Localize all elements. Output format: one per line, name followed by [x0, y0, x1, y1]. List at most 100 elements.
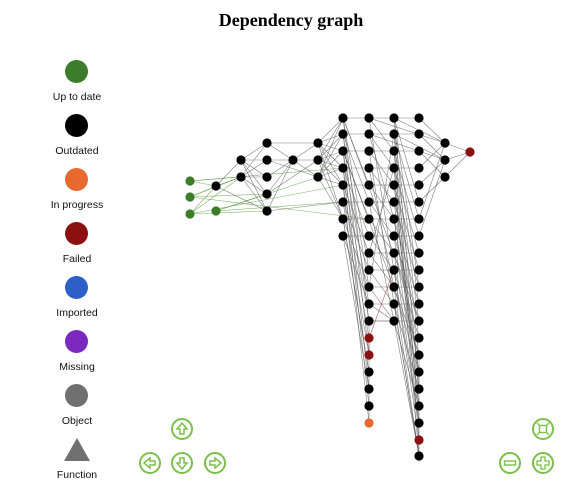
graph-node[interactable] — [414, 163, 423, 172]
graph-node[interactable] — [211, 181, 220, 190]
graph-node[interactable] — [364, 265, 373, 274]
graph-node[interactable] — [236, 172, 245, 181]
graph-node[interactable] — [262, 206, 271, 215]
graph-node[interactable] — [389, 299, 398, 308]
graph-node[interactable] — [211, 206, 220, 215]
pan-down-button[interactable] — [171, 452, 193, 474]
graph-node[interactable] — [414, 367, 423, 376]
graph-node[interactable] — [338, 214, 347, 223]
graph-node[interactable] — [414, 418, 423, 427]
graph-node[interactable] — [440, 155, 449, 164]
graph-node[interactable] — [414, 214, 423, 223]
graph-node[interactable] — [389, 163, 398, 172]
graph-node[interactable] — [313, 155, 322, 164]
graph-node[interactable] — [338, 231, 347, 240]
graph-node[interactable] — [414, 350, 423, 359]
graph-node[interactable] — [364, 350, 373, 359]
graph-node[interactable] — [313, 172, 322, 181]
graph-node[interactable] — [389, 146, 398, 155]
graph-node[interactable] — [364, 282, 373, 291]
graph-node[interactable] — [313, 138, 322, 147]
graph-node[interactable] — [389, 214, 398, 223]
dependency-edge — [369, 134, 445, 160]
graph-node[interactable] — [262, 172, 271, 181]
graph-node[interactable] — [236, 155, 245, 164]
fit-to-screen-icon — [534, 420, 552, 438]
graph-node[interactable] — [338, 197, 347, 206]
zoom-in-button[interactable] — [532, 452, 554, 474]
graph-node[interactable] — [440, 138, 449, 147]
pan-left-button[interactable] — [139, 452, 161, 474]
graph-node[interactable] — [414, 129, 423, 138]
graph-node[interactable] — [185, 209, 194, 218]
graph-node[interactable] — [364, 163, 373, 172]
graph-node[interactable] — [185, 192, 194, 201]
zoom-fit-button[interactable] — [532, 418, 554, 440]
graph-node[interactable] — [414, 401, 423, 410]
graph-node[interactable] — [338, 113, 347, 122]
graph-node[interactable] — [389, 316, 398, 325]
dependency-edge — [343, 202, 369, 355]
graph-node[interactable] — [364, 180, 373, 189]
dependency-edge — [369, 134, 394, 287]
arrow-right-icon — [206, 454, 224, 472]
arrow-down-icon — [173, 454, 191, 472]
graph-node[interactable] — [440, 172, 449, 181]
graph-node[interactable] — [389, 231, 398, 240]
minus-icon — [501, 454, 519, 472]
graph-node[interactable] — [364, 129, 373, 138]
graph-node[interactable] — [414, 113, 423, 122]
graph-node[interactable] — [414, 180, 423, 189]
graph-node[interactable] — [414, 282, 423, 291]
graph-node[interactable] — [364, 197, 373, 206]
graph-node[interactable] — [364, 231, 373, 240]
graph-node[interactable] — [338, 146, 347, 155]
graph-node[interactable] — [338, 180, 347, 189]
graph-node[interactable] — [185, 176, 194, 185]
graph-node[interactable] — [389, 248, 398, 257]
graph-node[interactable] — [414, 265, 423, 274]
graph-node[interactable] — [364, 316, 373, 325]
graph-node[interactable] — [414, 146, 423, 155]
graph-edges — [190, 118, 470, 456]
graph-node[interactable] — [389, 265, 398, 274]
graph-node[interactable] — [414, 333, 423, 342]
graph-node[interactable] — [389, 129, 398, 138]
graph-node[interactable] — [364, 299, 373, 308]
arrow-up-icon — [173, 420, 191, 438]
graph-node[interactable] — [364, 248, 373, 257]
graph-node[interactable] — [465, 147, 474, 156]
graph-node[interactable] — [414, 248, 423, 257]
graph-node[interactable] — [414, 316, 423, 325]
graph-node[interactable] — [414, 435, 423, 444]
graph-node[interactable] — [389, 282, 398, 291]
dependency-edge — [216, 186, 267, 211]
graph-node[interactable] — [414, 197, 423, 206]
graph-node[interactable] — [262, 189, 271, 198]
zoom-out-button[interactable] — [499, 452, 521, 474]
graph-node[interactable] — [364, 401, 373, 410]
graph-node[interactable] — [364, 113, 373, 122]
graph-node[interactable] — [414, 299, 423, 308]
graph-node[interactable] — [414, 384, 423, 393]
graph-node[interactable] — [364, 418, 373, 427]
pan-up-button[interactable] — [171, 418, 193, 440]
graph-node[interactable] — [288, 155, 297, 164]
graph-node[interactable] — [364, 333, 373, 342]
graph-node[interactable] — [262, 155, 271, 164]
graph-node[interactable] — [262, 138, 271, 147]
graph-node[interactable] — [338, 129, 347, 138]
graph-node[interactable] — [364, 384, 373, 393]
dependency-edge — [343, 236, 369, 389]
graph-node[interactable] — [364, 214, 373, 223]
graph-node[interactable] — [338, 163, 347, 172]
pan-right-button[interactable] — [204, 452, 226, 474]
graph-node[interactable] — [414, 231, 423, 240]
graph-node[interactable] — [364, 146, 373, 155]
graph-node[interactable] — [389, 197, 398, 206]
graph-node[interactable] — [389, 113, 398, 122]
graph-node[interactable] — [364, 367, 373, 376]
graph-node[interactable] — [389, 180, 398, 189]
graph-node[interactable] — [414, 451, 423, 460]
